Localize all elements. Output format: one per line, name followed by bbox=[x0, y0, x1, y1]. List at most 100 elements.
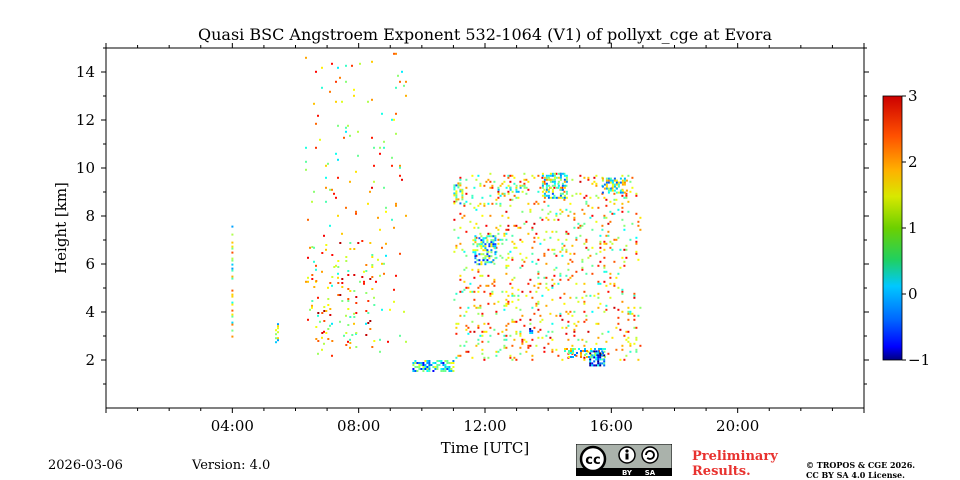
data-pixel bbox=[459, 290, 462, 293]
data-pixel bbox=[587, 248, 590, 251]
data-pixel bbox=[337, 294, 340, 296]
data-pixel bbox=[557, 182, 560, 185]
data-pixel bbox=[580, 356, 582, 358]
data-pixel bbox=[335, 152, 337, 155]
data-pixel bbox=[347, 288, 350, 290]
data-pixel bbox=[625, 179, 628, 182]
data-pixel bbox=[621, 310, 624, 313]
data-pixel bbox=[477, 226, 480, 229]
data-pixel bbox=[581, 266, 584, 269]
data-pixel bbox=[371, 136, 373, 139]
data-pixel bbox=[523, 172, 526, 175]
data-pixel bbox=[596, 354, 598, 356]
svg-text:cc: cc bbox=[585, 453, 600, 468]
data-pixel bbox=[481, 274, 484, 277]
data-pixel bbox=[399, 166, 401, 169]
data-pixel bbox=[329, 308, 332, 310]
data-pixel bbox=[426, 366, 429, 368]
data-pixel bbox=[595, 342, 598, 345]
data-pixel bbox=[482, 237, 485, 240]
feature-cirrus-16h bbox=[601, 177, 628, 194]
data-pixel bbox=[349, 316, 352, 318]
data-pixel bbox=[545, 286, 548, 289]
data-pixel bbox=[585, 246, 588, 249]
feature-plume-13h bbox=[497, 184, 528, 197]
data-pixel bbox=[515, 190, 518, 193]
data-pixel bbox=[499, 224, 502, 227]
data-pixel bbox=[453, 186, 456, 189]
data-pixel bbox=[420, 364, 423, 366]
data-pixel bbox=[569, 252, 572, 255]
data-pixel bbox=[545, 182, 548, 185]
data-pixel bbox=[481, 330, 484, 333]
data-pixel bbox=[337, 260, 340, 262]
data-pixel bbox=[309, 246, 311, 249]
data-pixel bbox=[305, 146, 307, 149]
data-pixel bbox=[519, 238, 522, 241]
data-pixel bbox=[305, 56, 307, 59]
data-pixel bbox=[599, 358, 602, 361]
data-pixel bbox=[595, 350, 598, 353]
data-pixel bbox=[572, 356, 574, 358]
data-pixel bbox=[561, 358, 564, 361]
data-pixel bbox=[564, 350, 566, 352]
data-pixel bbox=[553, 186, 556, 189]
data-pixel bbox=[565, 274, 568, 277]
data-pixel bbox=[561, 196, 564, 199]
data-pixel bbox=[465, 230, 468, 233]
data-pixel bbox=[603, 216, 606, 219]
data-pixel bbox=[373, 164, 375, 167]
data-pixel bbox=[461, 190, 464, 193]
data-pixel bbox=[583, 222, 586, 225]
data-pixel bbox=[505, 298, 508, 301]
data-pixel bbox=[531, 338, 534, 341]
data-pixel bbox=[488, 261, 491, 264]
data-pixel bbox=[527, 346, 530, 349]
data-pixel bbox=[513, 246, 516, 249]
data-pixel bbox=[555, 172, 558, 175]
data-pixel bbox=[584, 354, 586, 356]
data-pixel bbox=[428, 360, 431, 362]
data-pixel bbox=[597, 336, 600, 339]
data-pixel bbox=[563, 180, 566, 183]
data-pixel bbox=[487, 274, 490, 277]
data-pixel bbox=[535, 290, 538, 293]
data-pixel bbox=[473, 226, 476, 229]
data-pixel bbox=[619, 248, 622, 251]
data-pixel bbox=[543, 196, 546, 199]
data-pixel bbox=[575, 192, 578, 195]
data-pixel bbox=[335, 264, 337, 267]
data-pixel bbox=[517, 298, 520, 301]
data-pixel bbox=[309, 308, 311, 311]
data-pixel bbox=[625, 330, 628, 333]
data-pixel bbox=[412, 368, 415, 370]
license-badge-icon: cc BY SA bbox=[575, 443, 673, 477]
data-pixel bbox=[337, 66, 339, 69]
data-pixel bbox=[513, 224, 516, 227]
data-pixel bbox=[559, 212, 562, 215]
data-pixel bbox=[615, 326, 618, 329]
data-pixel bbox=[593, 294, 596, 297]
data-pixel bbox=[481, 348, 484, 351]
data-pixel bbox=[587, 176, 590, 179]
data-pixel bbox=[563, 194, 566, 197]
data-pixel bbox=[452, 360, 455, 362]
data-pixel bbox=[597, 360, 600, 363]
data-pixel bbox=[489, 214, 492, 217]
data-pixel bbox=[553, 178, 556, 181]
data-pixel bbox=[525, 294, 528, 297]
data-pixel bbox=[541, 208, 544, 211]
data-pixel bbox=[591, 310, 594, 313]
data-pixel bbox=[541, 172, 544, 175]
data-pixel bbox=[455, 326, 458, 329]
data-pixel bbox=[565, 192, 568, 195]
data-pixel bbox=[569, 296, 572, 299]
data-pixel bbox=[573, 226, 576, 229]
data-pixel bbox=[621, 174, 624, 177]
data-pixel bbox=[583, 176, 586, 179]
data-pixel bbox=[609, 187, 612, 190]
data-pixel bbox=[571, 314, 574, 317]
data-pixel bbox=[471, 320, 474, 323]
data-pixel bbox=[369, 320, 372, 322]
data-pixel bbox=[432, 370, 435, 372]
